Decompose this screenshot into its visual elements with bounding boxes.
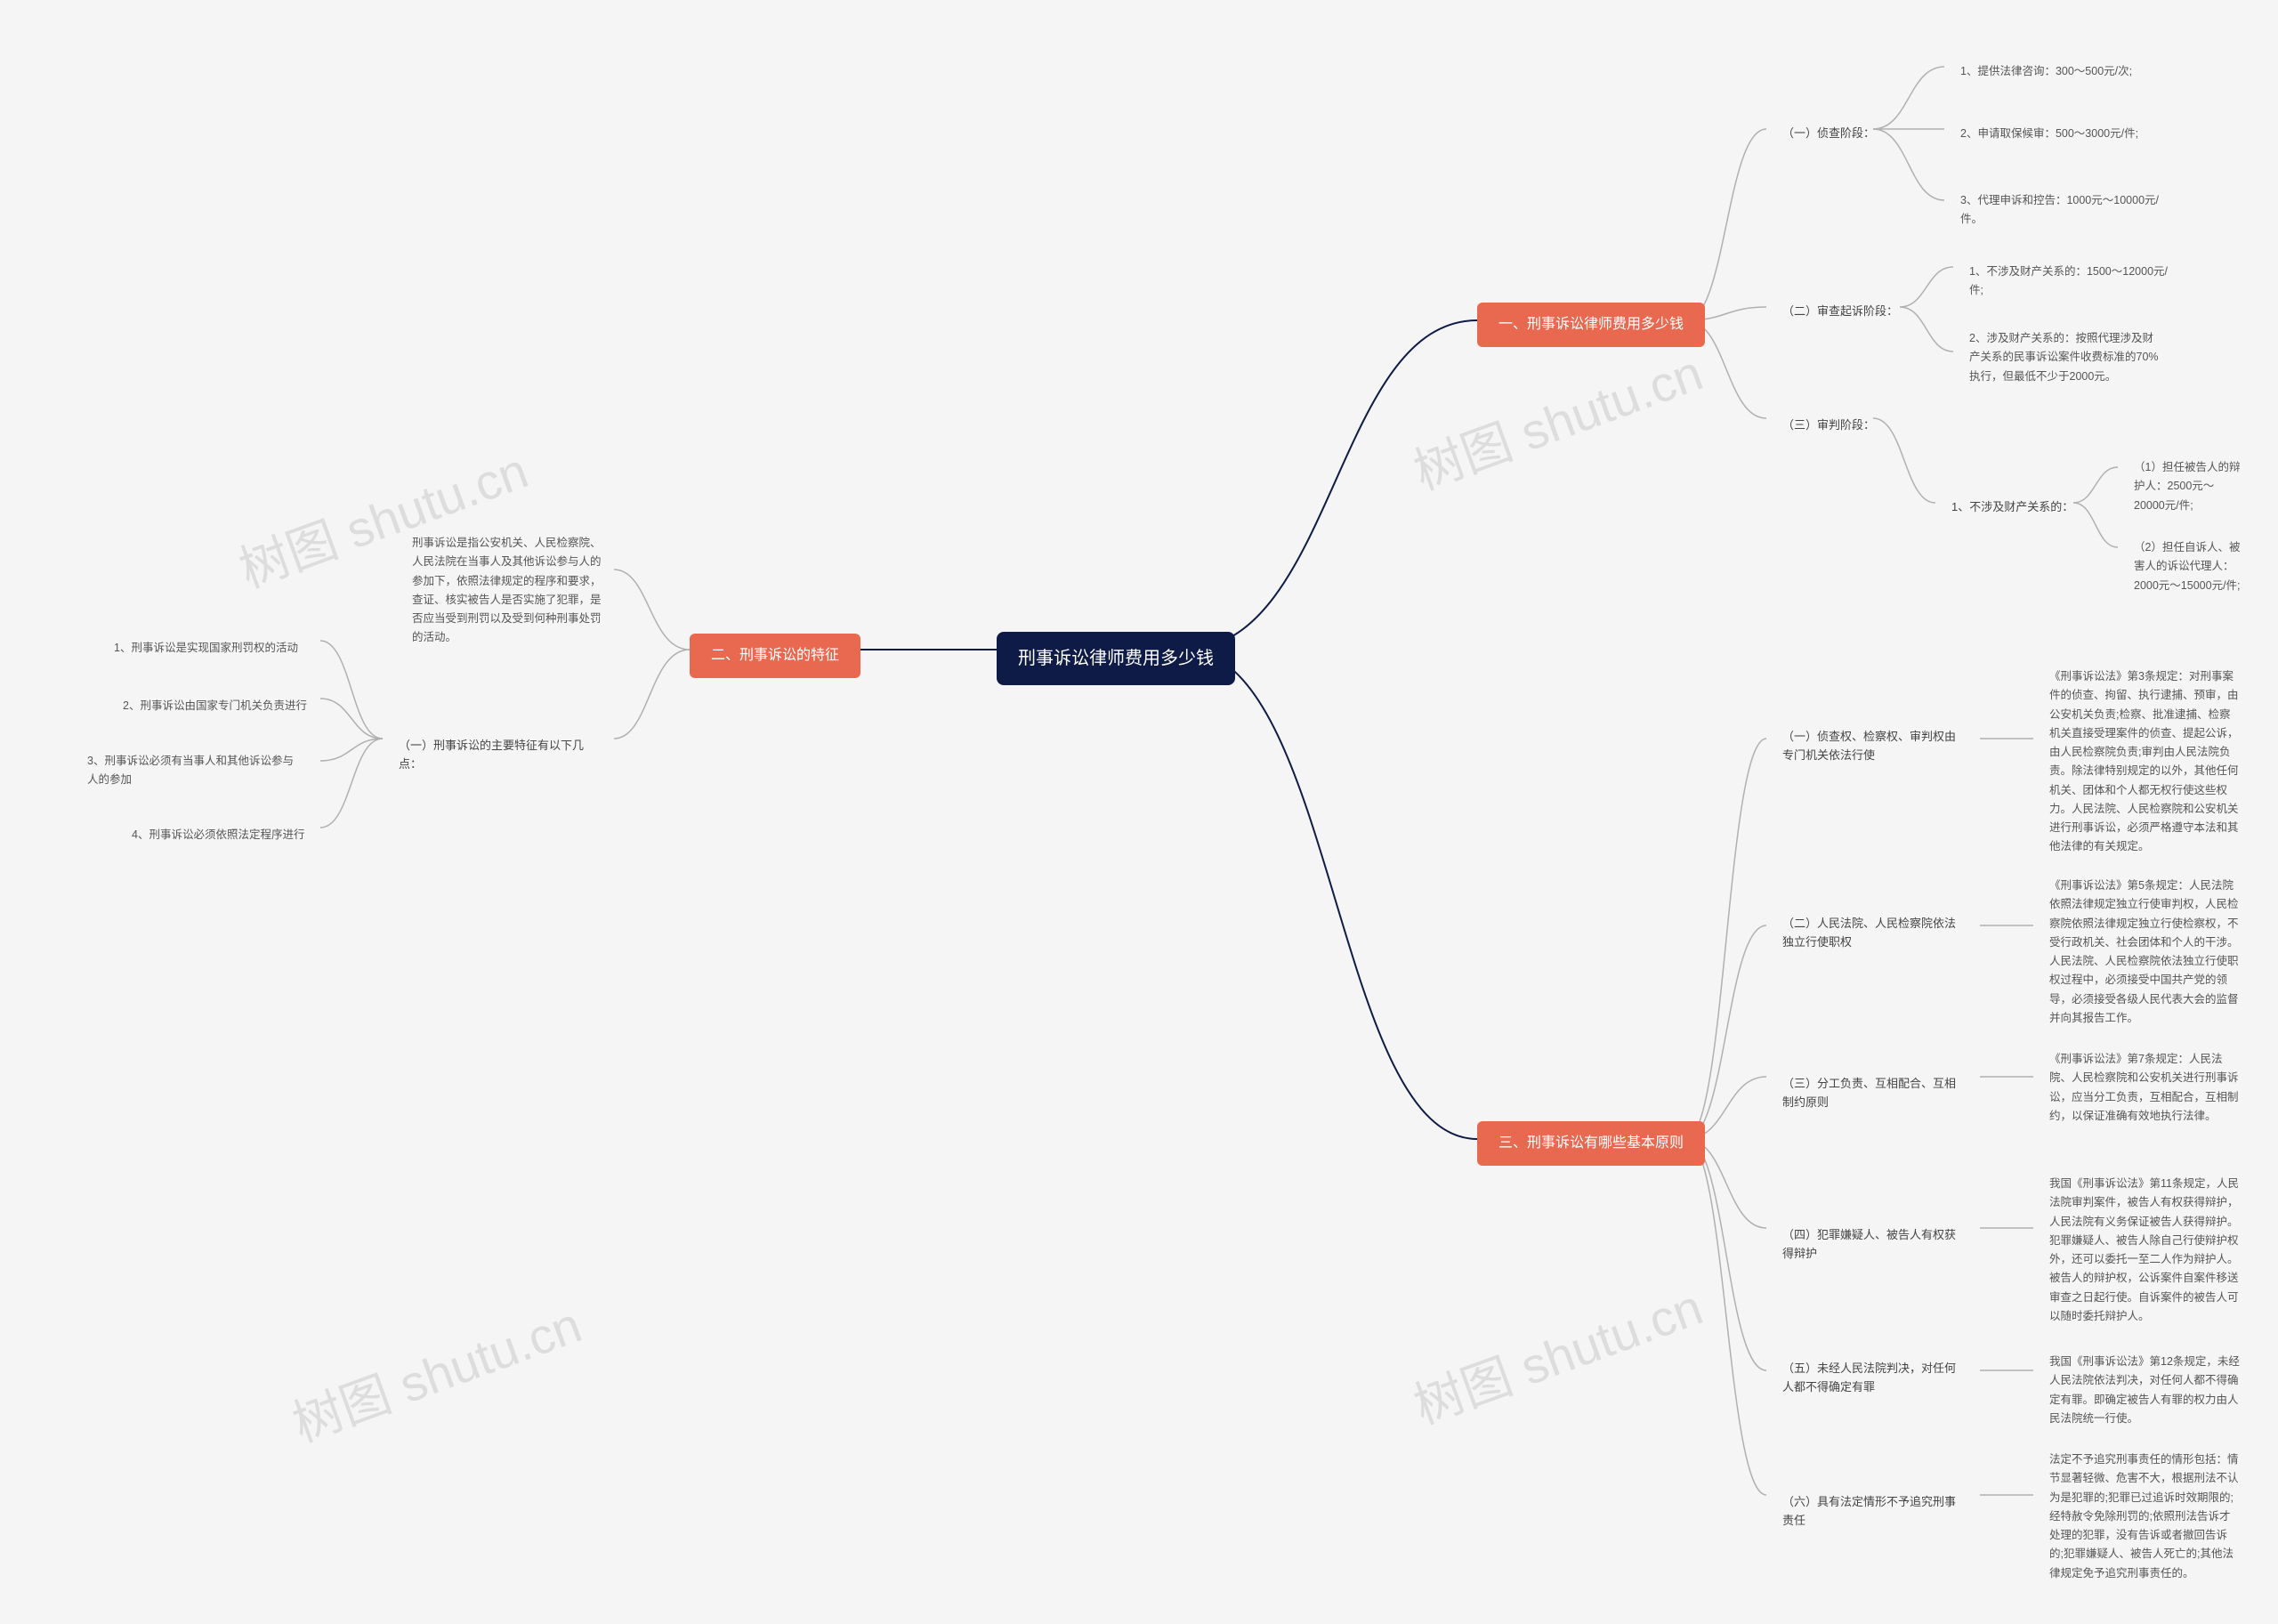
b3-sub-2[interactable]: （二）人民法院、人民检察院依法独立行使职权 <box>1766 906 1980 961</box>
branch-2[interactable]: 二、刑事诉讼的特征 <box>690 634 860 678</box>
b3-leaf-3: 《刑事诉讼法》第7条规定：人民法院、人民检察院和公安机关进行刑事诉讼，应当分工负… <box>2033 1041 2256 1135</box>
branch-3[interactable]: 三、刑事诉讼有哪些基本原则 <box>1477 1121 1705 1166</box>
b3-sub-5[interactable]: （五）未经人民法院判决，对任何人都不得确定有罪 <box>1766 1351 1980 1406</box>
b1-leaf-1: 1、提供法律咨询：300～500元/次; <box>1944 53 2148 90</box>
root-node[interactable]: 刑事诉讼律师费用多少钱 <box>997 632 1235 685</box>
b2-intro: 刑事诉讼是指公安机关、人民检察院、人民法院在当事人及其他诉讼参与人的参加下，依照… <box>396 525 618 657</box>
b2-sub-1[interactable]: （一）刑事诉讼的主要特征有以下几点： <box>383 728 614 783</box>
watermark: 树图 shutu.cn <box>1402 1267 1711 1438</box>
b1-leaf-7: （2）担任自诉人、被害人的诉讼代理人：2000元～15000元/件; <box>2118 529 2260 604</box>
b3-sub-6[interactable]: （六）具有法定情形不予追究刑事责任 <box>1766 1484 1980 1539</box>
b2-leaf-4: 4、刑事诉讼必须依照法定程序进行 <box>116 817 320 853</box>
b3-leaf-4: 我国《刑事诉讼法》第11条规定，人民法院审判案件，被告人有权获得辩护，人民法院有… <box>2033 1166 2256 1335</box>
b3-leaf-1: 《刑事诉讼法》第3条规定：对刑事案件的侦查、拘留、执行逮捕、预审，由公安机关负责… <box>2033 658 2256 866</box>
b1-sub-4[interactable]: 1、不涉及财产关系的： <box>1935 489 2089 526</box>
branch-1[interactable]: 一、刑事诉讼律师费用多少钱 <box>1477 303 1705 347</box>
b3-sub-3[interactable]: （三）分工负责、互相配合、互相制约原则 <box>1766 1066 1980 1121</box>
b1-leaf-4: 1、不涉及财产关系的：1500～12000元/件; <box>1953 254 2185 310</box>
b2-leaf-3: 3、刑事诉讼必须有当事人和其他诉讼参与人的参加 <box>71 743 320 799</box>
b1-leaf-6: （1）担任被告人的辩护人：2500元～20000元/件; <box>2118 449 2260 524</box>
b1-leaf-3: 3、代理申诉和控告：1000元～10000元/件。 <box>1944 182 2176 238</box>
b1-sub-3[interactable]: （三）审判阶段： <box>1766 408 1891 444</box>
b1-sub-1[interactable]: （一）侦查阶段： <box>1766 116 1891 152</box>
b2-leaf-1: 1、刑事诉讼是实现国家刑罚权的活动 <box>98 630 314 667</box>
watermark: 树图 shutu.cn <box>1402 333 1711 504</box>
b3-sub-4[interactable]: （四）犯罪嫌疑人、被告人有权获得辩护 <box>1766 1217 1980 1273</box>
b3-leaf-6: 法定不予追究刑事责任的情形包括：情节显著轻微、危害不大，根据刑法不认为是犯罪的;… <box>2033 1442 2256 1592</box>
b3-leaf-5: 我国《刑事诉讼法》第12条规定，未经人民法院依法判决，对任何人都不得确定有罪。即… <box>2033 1344 2256 1437</box>
b1-sub-2[interactable]: （二）审查起诉阶段： <box>1766 294 1914 330</box>
watermark: 树图 shutu.cn <box>281 1285 590 1456</box>
b3-sub-1[interactable]: （一）侦查权、检察权、审判权由专门机关依法行使 <box>1766 719 1980 774</box>
b1-leaf-2: 2、申请取保候审：500～3000元/件; <box>1944 116 2154 152</box>
b2-leaf-2: 2、刑事诉讼由国家专门机关负责进行 <box>107 688 323 724</box>
b3-leaf-2: 《刑事诉讼法》第5条规定：人民法院依照法律规定独立行使审判权，人民检察院依照法律… <box>2033 868 2256 1037</box>
b1-leaf-5: 2、涉及财产关系的：按照代理涉及财产关系的民事诉讼案件收费标准的70%执行，但最… <box>1953 320 2176 395</box>
